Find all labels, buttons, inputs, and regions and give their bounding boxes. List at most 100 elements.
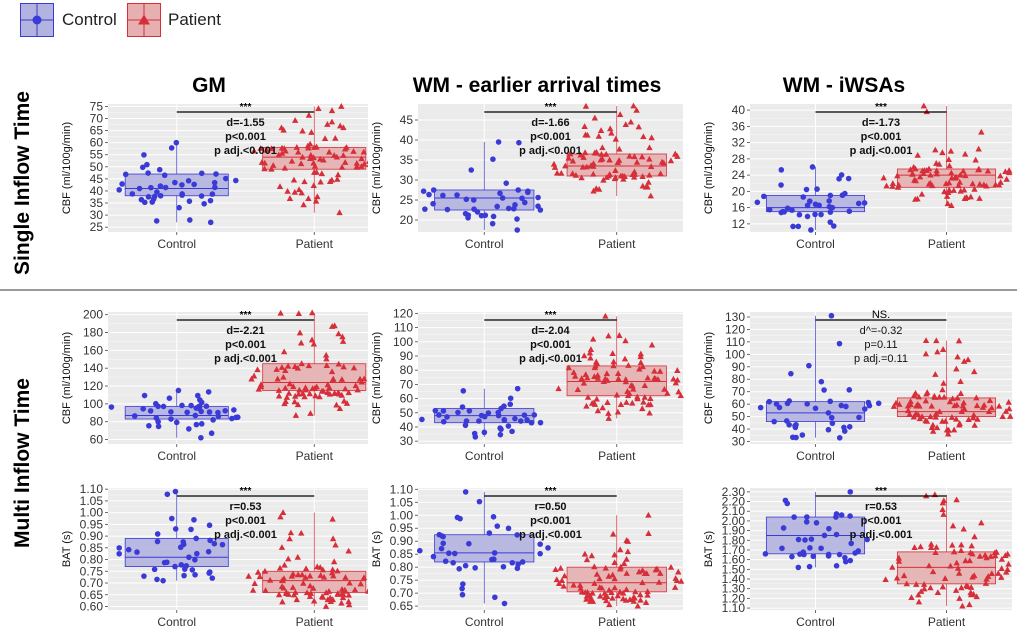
stat-text: p=0.11 bbox=[864, 339, 897, 351]
patient-point bbox=[574, 386, 582, 392]
patient-point bbox=[301, 178, 308, 185]
patient-point bbox=[634, 393, 641, 400]
control-point bbox=[211, 540, 218, 547]
patient-point bbox=[955, 182, 962, 189]
control-point bbox=[108, 404, 115, 410]
patient-point bbox=[307, 590, 315, 596]
patient-point bbox=[925, 180, 933, 187]
control-point bbox=[181, 572, 187, 579]
control-point bbox=[836, 551, 843, 558]
patient-point bbox=[290, 383, 297, 390]
patient-point bbox=[623, 570, 630, 576]
patient-point bbox=[953, 365, 960, 372]
y-tick-label: 0.95 bbox=[80, 517, 104, 531]
patient-point bbox=[957, 187, 964, 194]
patient-point bbox=[280, 373, 287, 380]
patient-point bbox=[596, 584, 603, 590]
patient-point bbox=[284, 362, 292, 369]
stat-text: p adj.<0.001 bbox=[850, 145, 913, 157]
patient-point bbox=[332, 541, 339, 548]
control-point bbox=[842, 558, 849, 565]
patient-point bbox=[910, 413, 918, 420]
patient-point bbox=[646, 144, 653, 151]
control-point bbox=[131, 413, 138, 419]
patient-point bbox=[942, 180, 950, 187]
y-tick-label: 110 bbox=[394, 321, 413, 335]
control-point bbox=[827, 209, 834, 215]
patient-point bbox=[321, 135, 329, 142]
control-point bbox=[466, 540, 472, 547]
patient-point bbox=[552, 566, 559, 573]
control-point bbox=[754, 199, 761, 206]
patient-point bbox=[614, 159, 621, 165]
patient-point bbox=[593, 359, 600, 366]
control-point bbox=[828, 414, 835, 421]
control-point bbox=[514, 565, 521, 572]
patient-point bbox=[353, 163, 360, 170]
control-point bbox=[784, 205, 791, 212]
y-tick-label: 90 bbox=[400, 349, 414, 363]
control-point bbox=[505, 525, 512, 532]
control-point bbox=[875, 400, 882, 407]
x-tick-label-patient: Patient bbox=[296, 615, 334, 629]
patient-point bbox=[639, 363, 646, 370]
control-point bbox=[208, 430, 215, 437]
control-point bbox=[186, 426, 192, 432]
patient-point bbox=[975, 145, 982, 152]
patient-point bbox=[279, 598, 286, 605]
patient-point bbox=[895, 181, 902, 188]
patient-point bbox=[310, 182, 317, 189]
patient-point bbox=[558, 577, 566, 584]
patient-point bbox=[292, 392, 299, 399]
patient-point bbox=[550, 160, 558, 167]
patient-point bbox=[338, 103, 345, 109]
patient-point bbox=[276, 564, 284, 571]
control-point bbox=[211, 179, 218, 186]
patient-point bbox=[631, 153, 638, 160]
control-point bbox=[172, 563, 178, 570]
patient-point bbox=[927, 544, 935, 550]
patient-point bbox=[616, 145, 623, 152]
patient-point bbox=[318, 170, 326, 177]
patient-point bbox=[317, 572, 324, 578]
patient-point bbox=[952, 587, 960, 593]
y-tick-label: 70 bbox=[732, 385, 746, 399]
stat-text: d=-2.21 bbox=[226, 325, 264, 337]
control-point bbox=[116, 187, 122, 193]
control-point bbox=[779, 545, 785, 552]
patient-point bbox=[322, 603, 330, 609]
patient-point bbox=[295, 390, 302, 397]
control-point bbox=[160, 577, 166, 584]
patient-point bbox=[630, 102, 637, 109]
patient-point bbox=[278, 149, 286, 156]
patient-point bbox=[295, 186, 303, 193]
control-point bbox=[512, 202, 518, 208]
control-point bbox=[786, 398, 793, 404]
patient-point bbox=[672, 150, 679, 157]
control-point bbox=[818, 378, 825, 385]
control-point bbox=[136, 185, 143, 192]
control-point bbox=[229, 415, 235, 422]
patient-point bbox=[647, 163, 655, 170]
stat-text: r=0.53 bbox=[865, 501, 897, 513]
patient-point bbox=[312, 197, 320, 204]
control-point bbox=[164, 559, 170, 566]
patient-point bbox=[328, 323, 336, 329]
patient-point bbox=[616, 111, 624, 118]
control-point bbox=[168, 409, 174, 415]
control-point bbox=[207, 537, 213, 544]
patient-point bbox=[616, 546, 624, 553]
control-point bbox=[232, 177, 239, 184]
patient-point bbox=[667, 157, 675, 164]
patient-point bbox=[345, 389, 352, 396]
patient-point bbox=[306, 572, 314, 579]
patient-point bbox=[953, 174, 960, 180]
control-point bbox=[212, 184, 218, 191]
stat-text: r=0.50 bbox=[534, 501, 566, 513]
y-tick-label: 50 bbox=[400, 406, 414, 420]
stat-text: p<0.001 bbox=[530, 339, 571, 351]
patient-box bbox=[896, 397, 997, 418]
patient-point bbox=[657, 170, 664, 177]
control-point bbox=[155, 423, 162, 430]
control-point bbox=[505, 205, 512, 212]
